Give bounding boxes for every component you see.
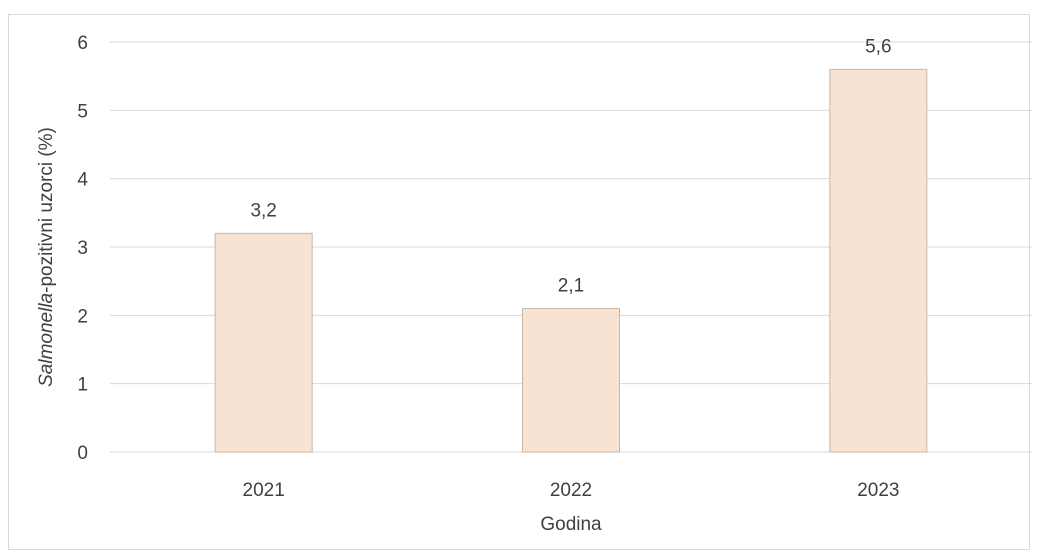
y-tick-label: 2: [77, 306, 88, 327]
bar-2022: [522, 308, 620, 453]
y-tick-label: 1: [77, 375, 88, 396]
bar-2021: [214, 232, 313, 453]
y-tick-label: 5: [77, 101, 88, 122]
y-tick-label: 4: [77, 170, 88, 191]
y-tick-label: 6: [77, 33, 88, 54]
y-axis-ticks: 0 1 2 3 4 5 6: [77, 33, 88, 464]
x-axis-ticks: 2021 2022 2023: [243, 480, 900, 501]
y-axis-title-italic: Salmonella: [36, 293, 57, 387]
x-tick-label-2023: 2023: [857, 480, 899, 501]
y-tick-label: 0: [77, 443, 88, 464]
data-label-2021: 3,2: [250, 200, 276, 221]
data-label-2023: 5,6: [865, 36, 891, 57]
x-tick-label-2021: 2021: [243, 480, 285, 501]
bar-2023: [829, 68, 928, 453]
x-axis-title: Godina: [540, 514, 602, 535]
y-tick-label: 3: [77, 238, 88, 259]
bars: [214, 68, 928, 453]
x-tick-label-2022: 2022: [550, 480, 592, 501]
y-axis-title: Salmonella-pozitivni uzorci (%): [36, 127, 57, 387]
data-label-2022: 2,1: [558, 276, 584, 297]
y-axis-title-rest: -pozitivni uzorci (%): [36, 127, 57, 293]
data-labels: 3,2 2,1 5,6: [250, 36, 891, 296]
